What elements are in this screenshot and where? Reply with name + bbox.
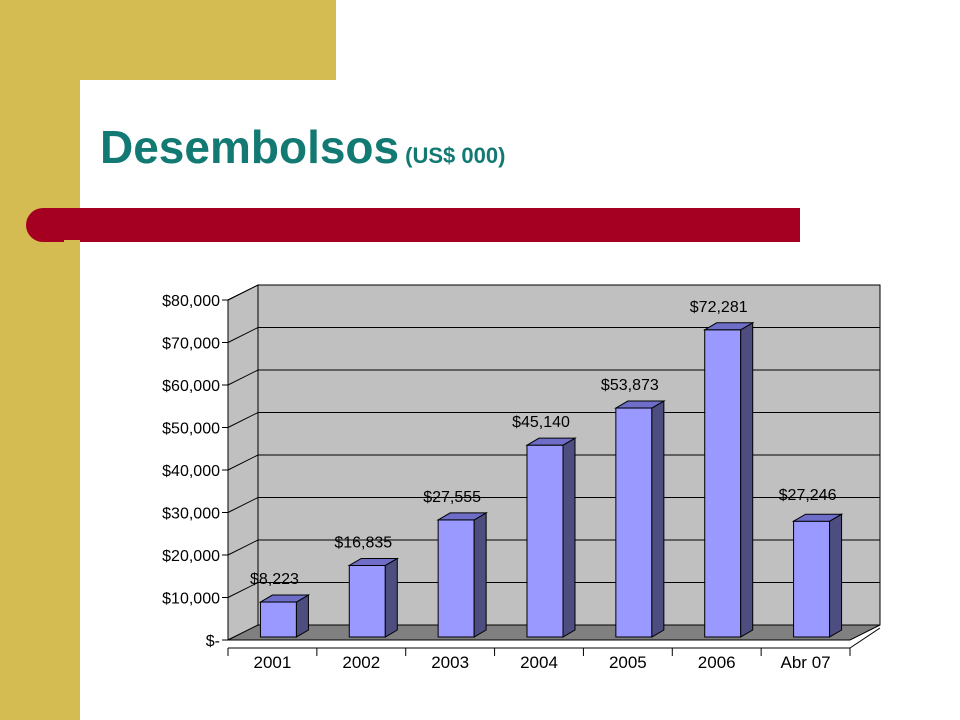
- category-label: 2001: [254, 653, 292, 672]
- data-label: $53,873: [601, 377, 659, 394]
- data-label: $8,223: [250, 571, 299, 588]
- category-axis-depth: [849, 627, 881, 649]
- category-label: 2005: [609, 653, 647, 672]
- bar-top: [525, 437, 577, 446]
- title-units: (US$ 000): [405, 143, 506, 168]
- data-label: $45,140: [512, 414, 570, 431]
- gridline: [227, 454, 880, 471]
- data-label: $27,555: [423, 489, 481, 506]
- y-tick-label: $10,000: [162, 591, 220, 608]
- gridline: [227, 539, 880, 556]
- category-label: 2004: [520, 653, 558, 672]
- bar-front: [437, 519, 475, 638]
- bar-front: [526, 444, 564, 638]
- bar-top: [791, 513, 844, 522]
- y-tick-label: $20,000: [162, 548, 220, 565]
- underline-notch: [64, 240, 80, 242]
- data-label: $72,281: [690, 299, 748, 316]
- bar-side: [651, 400, 665, 638]
- bar-top: [347, 557, 400, 566]
- gridline: [227, 497, 880, 513]
- bar-top: [702, 322, 755, 331]
- title-underline-bar: [26, 208, 800, 242]
- gold-side-band: [0, 0, 80, 720]
- bar-top: [258, 594, 311, 603]
- bar-front: [348, 564, 386, 638]
- bar-side: [829, 513, 843, 638]
- y-tick-label: $80,000: [162, 293, 220, 310]
- data-label: $27,246: [779, 487, 837, 504]
- gold-top-band: [0, 0, 336, 80]
- y-tick-label: $60,000: [162, 378, 220, 395]
- bar-side: [384, 557, 398, 638]
- y-tick-label: $30,000: [162, 506, 220, 523]
- bar-front: [793, 520, 831, 638]
- y-tick-label: $-: [206, 633, 220, 650]
- category-label: Abr 07: [781, 653, 831, 672]
- category-label: 2003: [431, 653, 469, 672]
- bar-side: [562, 437, 576, 638]
- gridline: [227, 327, 880, 343]
- bar-side: [473, 512, 487, 638]
- title-text: Desembolsos: [100, 121, 400, 173]
- bar-top: [436, 512, 488, 521]
- gridline: [227, 369, 880, 386]
- bar-front: [259, 601, 297, 638]
- bar-top: [614, 400, 666, 409]
- y-tick-label: $70,000: [162, 336, 220, 353]
- y-tick-label: $50,000: [162, 421, 220, 438]
- gridline: [227, 582, 880, 598]
- bar-front: [615, 407, 653, 638]
- y-tick-label: $40,000: [162, 463, 220, 480]
- category-label: 2002: [342, 653, 380, 672]
- bar-side: [740, 321, 754, 638]
- gridline: [227, 284, 880, 301]
- gridline: [227, 412, 880, 428]
- slide-title: Desembolsos (US$ 000): [100, 124, 505, 170]
- category-label: 2006: [698, 653, 736, 672]
- data-label: $16,835: [334, 534, 392, 551]
- bar-front: [704, 329, 742, 638]
